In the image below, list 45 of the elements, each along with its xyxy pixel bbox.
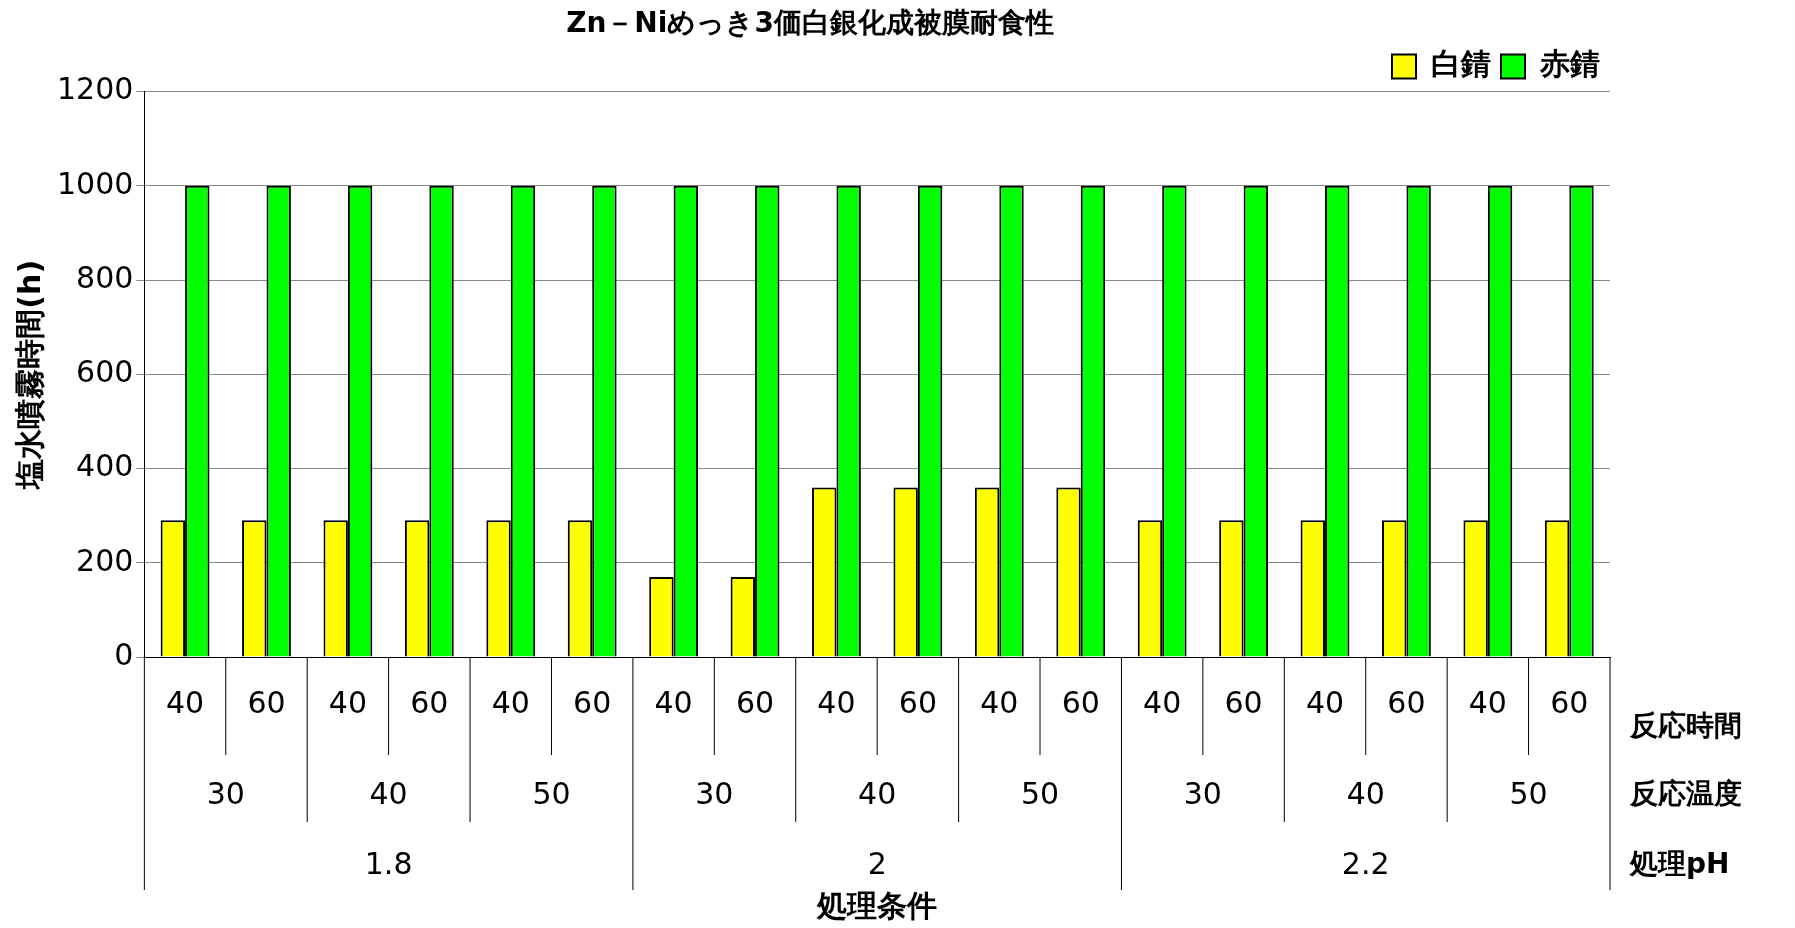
chart-title: Zn－Niめっき3価白銀化成被膜耐食性: [566, 6, 1054, 40]
x-tick-label: 40: [165, 684, 205, 720]
x-tick-label: 40: [980, 684, 1019, 720]
legend-label: 白錆: [1431, 46, 1491, 82]
x-tick-label: 40: [1468, 684, 1507, 720]
text: 50: [1020, 775, 1060, 811]
text: 40: [369, 775, 408, 811]
x-tick-label: 40: [1143, 684, 1182, 720]
x-tick-label: 40: [654, 684, 693, 720]
x-tick-label: 60: [573, 684, 612, 720]
x-tick-label: 60: [1061, 684, 1100, 720]
y-axis-title: 塩水噴霧時間(h): [11, 259, 47, 490]
y-tick-label: 800: [76, 259, 134, 295]
x-tick-label: 60: [1387, 684, 1426, 720]
text: 40: [858, 775, 897, 811]
x-tick-label: 60: [735, 684, 775, 720]
x-tick-label: 40: [1305, 684, 1345, 720]
text: 30: [695, 775, 734, 811]
text: 処理条件: [816, 887, 938, 923]
y-tick-label: 200: [76, 542, 134, 578]
text: 処理pH: [1629, 847, 1730, 881]
text: 反応温度: [1629, 777, 1742, 811]
x-tick-label: 60: [898, 684, 937, 720]
x-tick-label: 40: [328, 684, 367, 720]
text: 40: [1346, 775, 1385, 811]
legend-label: 赤錆: [1539, 46, 1600, 82]
y-tick-label: 0: [114, 636, 134, 672]
x-tick-label: 60: [410, 684, 449, 720]
y-tick-label: 1000: [56, 165, 134, 201]
text: 30: [206, 775, 245, 811]
x-tick-label: 40: [817, 684, 856, 720]
y-tick-label: 400: [76, 448, 134, 484]
y-tick-label: 1200: [56, 71, 134, 107]
text: 2.2: [1341, 845, 1390, 881]
text: 50: [1509, 775, 1548, 811]
text: 1.8: [364, 845, 413, 881]
x-tick-label: 60: [247, 684, 286, 720]
x-tick-label: 60: [1550, 684, 1589, 720]
text: 30: [1183, 775, 1222, 811]
x-tick-label: 40: [491, 684, 530, 720]
text: 2: [867, 845, 887, 881]
text: 50: [532, 775, 571, 811]
text: 反応時間: [1629, 709, 1742, 743]
y-tick-label: 600: [76, 354, 134, 390]
x-tick-label: 60: [1224, 684, 1263, 720]
